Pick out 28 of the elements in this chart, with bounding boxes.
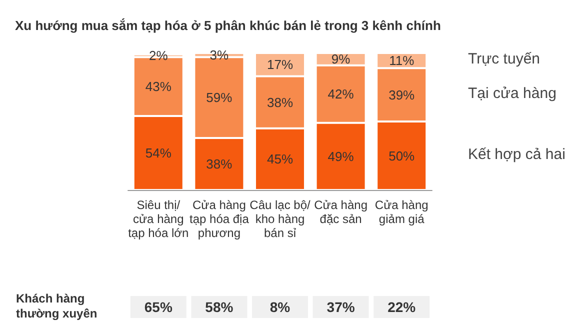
x-tick-label: Cửa hàng đặc sản xyxy=(314,198,368,226)
text: Khách hàng thường xuyên xyxy=(16,292,98,320)
data-label: 17% xyxy=(266,57,294,72)
data-label: 38% xyxy=(206,156,233,172)
data-label: 9% xyxy=(331,52,351,67)
data-label: 50% xyxy=(388,148,416,164)
text: 37% xyxy=(326,299,356,315)
x-tick-label: Cửa hàng tạp hóa địa phương xyxy=(190,198,250,240)
text: Tại cửa hàng xyxy=(468,84,556,102)
data-label: 11% xyxy=(389,53,415,68)
data-label: 39% xyxy=(388,87,416,102)
data-label: 42% xyxy=(328,86,354,102)
x-tick-label: Siêu thị/ cửa hàng tạp hóa lớn xyxy=(128,198,189,240)
x-tick-label: Câu lạc bộ/ kho hàng bán sỉ xyxy=(250,198,312,240)
data-label: 38% xyxy=(266,94,294,110)
text: 65% xyxy=(144,299,173,315)
text: Kết hợp cả hai xyxy=(468,146,566,163)
chart-title: Xu hướng mua sắm tạp hóa ở 5 phân khúc bán lẻ trong 3 kênh chính xyxy=(15,18,441,33)
data-label: 59% xyxy=(206,90,233,106)
data-label: 43% xyxy=(145,79,172,94)
text: Trực tuyến xyxy=(468,50,540,68)
text: 8% xyxy=(270,299,291,315)
text: 58% xyxy=(205,299,234,315)
data-label: 45% xyxy=(266,152,294,167)
text: 22% xyxy=(388,299,416,315)
x-tick-label: Cửa hàng giảm giá xyxy=(374,198,428,226)
data-label: 49% xyxy=(328,148,354,164)
data-label: 54% xyxy=(145,146,172,161)
